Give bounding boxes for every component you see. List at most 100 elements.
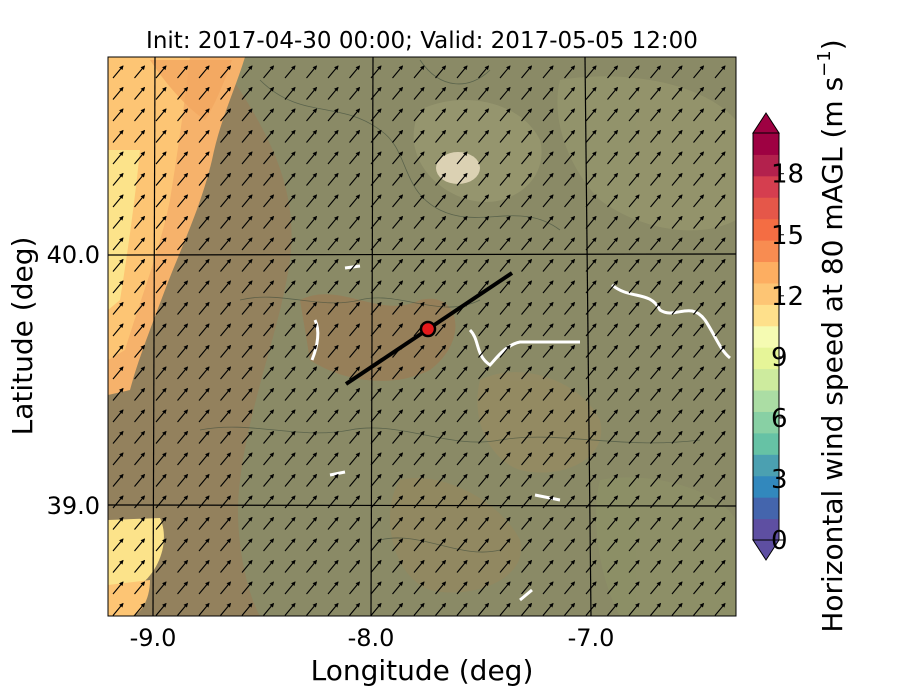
- wind-arrow: [392, 516, 404, 530]
- wind-arrow: [499, 129, 511, 143]
- wind-arrow: [263, 280, 275, 294]
- wind-arrow: [349, 323, 361, 337]
- wind-arrow: [693, 86, 705, 100]
- wind-arrow: [349, 344, 361, 358]
- wind-arrow: [306, 172, 318, 186]
- wind-arrow: [220, 538, 232, 552]
- wind-arrow: [585, 366, 597, 380]
- wind-arrow: [521, 430, 533, 444]
- wind-arrow: [671, 65, 683, 79]
- x-tick-label: -7.0: [568, 624, 615, 652]
- wind-arrow: [155, 495, 167, 509]
- wind-arrow: [284, 602, 296, 616]
- colorbar-tick-label: 12: [771, 282, 804, 312]
- wind-arrow: [198, 172, 210, 186]
- wind-arrow: [628, 86, 640, 100]
- wind-arrow: [456, 129, 468, 143]
- wind-arrow: [220, 344, 232, 358]
- wind-arrow: [112, 129, 124, 143]
- wind-arrow: [499, 237, 511, 251]
- wind-arrow: [607, 581, 619, 595]
- wind-arrow: [198, 301, 210, 315]
- wind-arrow: [413, 344, 425, 358]
- wind-arrow: [284, 581, 296, 595]
- wind-arrow: [241, 538, 253, 552]
- wind-arrow: [134, 387, 146, 401]
- wind-arrow: [306, 602, 318, 616]
- reservoir-traces: [310, 264, 731, 602]
- wind-arrow: [564, 86, 576, 100]
- wind-arrow: [327, 129, 339, 143]
- colorbar-band: [753, 518, 779, 541]
- wind-arrow: [198, 344, 210, 358]
- wind-arrow: [198, 559, 210, 573]
- wind-arrow: [671, 258, 683, 272]
- wind-arrow: [714, 602, 726, 616]
- wind-arrow: [241, 108, 253, 122]
- wind-arrow: [413, 280, 425, 294]
- wind-arrow: [349, 452, 361, 466]
- wind-arrow: [263, 323, 275, 337]
- wind-arrow: [306, 301, 318, 315]
- wind-arrow: [134, 237, 146, 251]
- wind-arrow: [284, 538, 296, 552]
- wind-arrow: [671, 516, 683, 530]
- wind-arrow: [198, 387, 210, 401]
- wind-arrow: [435, 452, 447, 466]
- wind-arrow: [671, 108, 683, 122]
- wind-arrow: [392, 538, 404, 552]
- wind-arrow: [521, 452, 533, 466]
- wind-arrow: [413, 538, 425, 552]
- wind-arrow: [628, 237, 640, 251]
- wind-arrow: [456, 280, 468, 294]
- wind-arrow: [607, 194, 619, 208]
- wind-arrow: [112, 559, 124, 573]
- wind-arrow: [693, 430, 705, 444]
- wind-arrow: [413, 65, 425, 79]
- wind-arrow: [112, 172, 124, 186]
- wind-arrow: [112, 602, 124, 616]
- wind-arrow: [650, 516, 662, 530]
- wind-arrow: [607, 129, 619, 143]
- wind-arrow: [306, 409, 318, 423]
- wind-arrow: [714, 430, 726, 444]
- colorbar-label: Horizontal wind speed at 80 mAGL (m s−1): [814, 39, 849, 632]
- wind-arrow: [306, 430, 318, 444]
- wind-arrow: [607, 237, 619, 251]
- wind-arrow: [134, 366, 146, 380]
- wind-arrow: [607, 430, 619, 444]
- wind-arrow: [241, 194, 253, 208]
- wind-arrow: [456, 323, 468, 337]
- wind-arrow: [714, 86, 726, 100]
- wind-arrow: [327, 387, 339, 401]
- wind-arrow: [542, 323, 554, 337]
- wind-arrow: [284, 559, 296, 573]
- wind-arrow: [435, 151, 447, 165]
- wind-arrow: [112, 516, 124, 530]
- wind-arrow: [284, 65, 296, 79]
- wind-arrow: [714, 473, 726, 487]
- wind-arrow: [693, 65, 705, 79]
- wind-arrow: [499, 151, 511, 165]
- wind-arrow: [542, 65, 554, 79]
- wind-arrow: [241, 237, 253, 251]
- wind-arrow: [306, 280, 318, 294]
- wind-arrow: [671, 129, 683, 143]
- wind-arrow: [155, 516, 167, 530]
- wind-arrow: [456, 559, 468, 573]
- wind-arrow: [134, 473, 146, 487]
- wind-arrow: [349, 129, 361, 143]
- wind-arrow: [263, 452, 275, 466]
- wind-arrow: [435, 581, 447, 595]
- wind-arrow: [521, 86, 533, 100]
- wind-arrow: [585, 215, 597, 229]
- wind-arrow: [564, 538, 576, 552]
- wind-arrow: [671, 452, 683, 466]
- wind-arrow: [198, 366, 210, 380]
- wind-arrow: [714, 172, 726, 186]
- wind-arrow: [542, 172, 554, 186]
- wind-arrow: [349, 86, 361, 100]
- wind-arrow: [370, 409, 382, 423]
- wind-arrow: [671, 366, 683, 380]
- wind-arrow: [263, 65, 275, 79]
